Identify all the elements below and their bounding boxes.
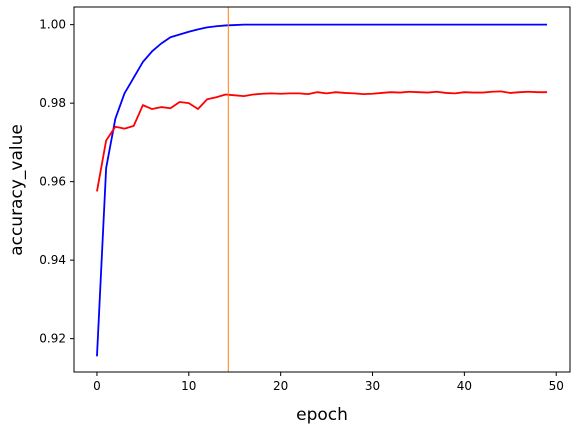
y-tick-label: 1.00 (39, 18, 66, 32)
y-tick-label: 0.98 (39, 96, 66, 110)
x-axis-label: epoch (296, 405, 348, 425)
series-line-0 (96, 23, 548, 357)
x-tick-label: 50 (549, 379, 564, 393)
x-tick-label: 0 (93, 379, 101, 393)
y-axis-label: accuracy_value (7, 124, 27, 256)
x-tick-label: 40 (457, 379, 472, 393)
x-tick-label: 10 (181, 379, 196, 393)
y-axis: 0.92 0.94 0.96 0.98 1.00 (39, 18, 74, 346)
y-tick-label: 0.94 (39, 253, 66, 267)
series-line-1 (96, 90, 548, 192)
plot-content (96, 7, 548, 372)
x-tick-label: 20 (273, 379, 288, 393)
plot-frame (73, 6, 571, 373)
x-tick-label: 30 (365, 379, 380, 393)
y-tick-label: 0.96 (39, 175, 66, 189)
x-axis: 0 10 20 30 40 50 (93, 372, 564, 393)
y-tick-label: 0.92 (39, 332, 66, 346)
